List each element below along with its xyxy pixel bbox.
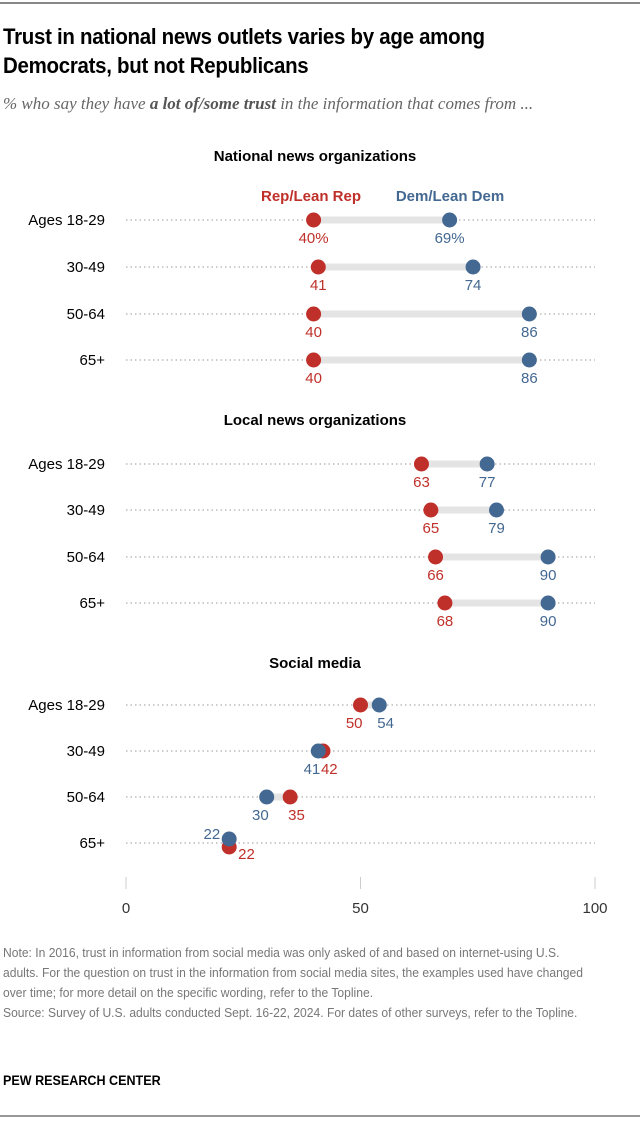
value-label-dem: 77: [479, 474, 496, 491]
top-rule: [0, 2, 640, 4]
value-label-rep: 40: [305, 324, 322, 341]
dot-plot-chart: Rep/Lean Rep Dem/Lean Dem National news or…: [28, 148, 607, 917]
row-label: 50-64: [67, 549, 105, 566]
value-label-rep: 42: [321, 761, 338, 778]
value-label-dem: 86: [521, 370, 538, 387]
dot-rep: [306, 306, 322, 322]
row-label: 65+: [80, 835, 106, 852]
dot-rep: [423, 502, 439, 518]
chart-subtitle: % who say they have a lot of/some trust …: [3, 91, 640, 116]
dot-dem: [310, 743, 326, 759]
value-label-dem: 90: [540, 567, 557, 584]
dot-dem: [489, 502, 505, 518]
dot-dem: [465, 259, 481, 275]
subtitle-prefix: % who say they have: [3, 94, 150, 113]
dot-dem: [479, 456, 495, 472]
value-label-rep: 50: [346, 715, 363, 732]
row-label: 50-64: [67, 306, 105, 323]
dot-rep: [353, 697, 368, 713]
brand-label: PEW RESEARCH CENTER: [3, 1073, 161, 1088]
value-label-rep: 22: [238, 846, 255, 863]
chart-title: Trust in national news outlets varies by…: [3, 24, 485, 78]
value-label-dem: 90: [540, 613, 557, 630]
dot-rep: [413, 456, 429, 472]
legend-rep: Rep/Lean Rep: [261, 188, 361, 205]
value-label-dem: 79: [488, 520, 505, 537]
dot-dem: [371, 697, 387, 713]
value-label-rep: 63: [413, 474, 430, 491]
dot-rep: [306, 212, 322, 228]
value-label-rep: 66: [427, 567, 444, 584]
subtitle-bold: a lot of/some trust: [149, 94, 276, 113]
value-label-rep: 40: [305, 370, 322, 387]
dot-rep: [282, 789, 298, 805]
panel-title: Local news organizations: [224, 412, 407, 429]
value-label-dem: 30: [252, 807, 269, 824]
row-label: 65+: [80, 352, 106, 369]
dot-rep: [310, 259, 326, 275]
subtitle-suffix: in the information that comes from ...: [275, 94, 534, 113]
value-label-rep: 41: [310, 277, 327, 294]
panel-title: Social media: [269, 655, 361, 672]
dot-rep: [428, 549, 444, 565]
row-label: Ages 18-29: [28, 212, 105, 229]
dot-dem: [540, 595, 556, 611]
value-label-dem: 22: [203, 826, 220, 843]
value-label-rep: 68: [437, 613, 454, 630]
dot-dem: [521, 306, 537, 322]
row-label: 65+: [80, 595, 106, 612]
x-tick-label: 50: [352, 900, 369, 917]
row-label: 30-49: [67, 502, 105, 519]
dot-dem: [540, 549, 556, 565]
bottom-rule: [0, 1115, 640, 1117]
panel-title: National news organizations: [214, 148, 417, 165]
value-label-dem: 54: [377, 715, 394, 732]
row-label: 30-49: [67, 743, 105, 760]
dot-dem: [521, 352, 537, 368]
source-text: Source: Survey of U.S. adults conducted …: [3, 1005, 578, 1020]
dot-dem: [259, 789, 275, 805]
value-label-rep: 65: [423, 520, 440, 537]
legend-dem: Dem/Lean Dem: [396, 188, 504, 205]
chart-notes: Note: In 2016, trust in information from…: [3, 943, 589, 1023]
x-tick-label: 0: [122, 900, 130, 917]
dot-dem: [442, 212, 458, 228]
value-label-dem: 69%: [435, 230, 465, 247]
value-label-dem: 86: [521, 324, 538, 341]
row-label: 30-49: [67, 259, 105, 276]
note-text: Note: In 2016, trust in information from…: [3, 945, 583, 1000]
value-label-rep: 40%: [299, 230, 329, 247]
x-tick-label: 100: [582, 900, 607, 917]
value-label-rep: 35: [288, 807, 305, 824]
dot-rep: [306, 352, 322, 368]
row-label: Ages 18-29: [28, 456, 105, 473]
dot-rep: [437, 595, 453, 611]
dot-dem: [221, 831, 237, 847]
row-label: Ages 18-29: [28, 697, 105, 714]
value-label-dem: 41: [304, 761, 321, 778]
row-label: 50-64: [67, 789, 105, 806]
value-label-dem: 74: [465, 277, 482, 294]
